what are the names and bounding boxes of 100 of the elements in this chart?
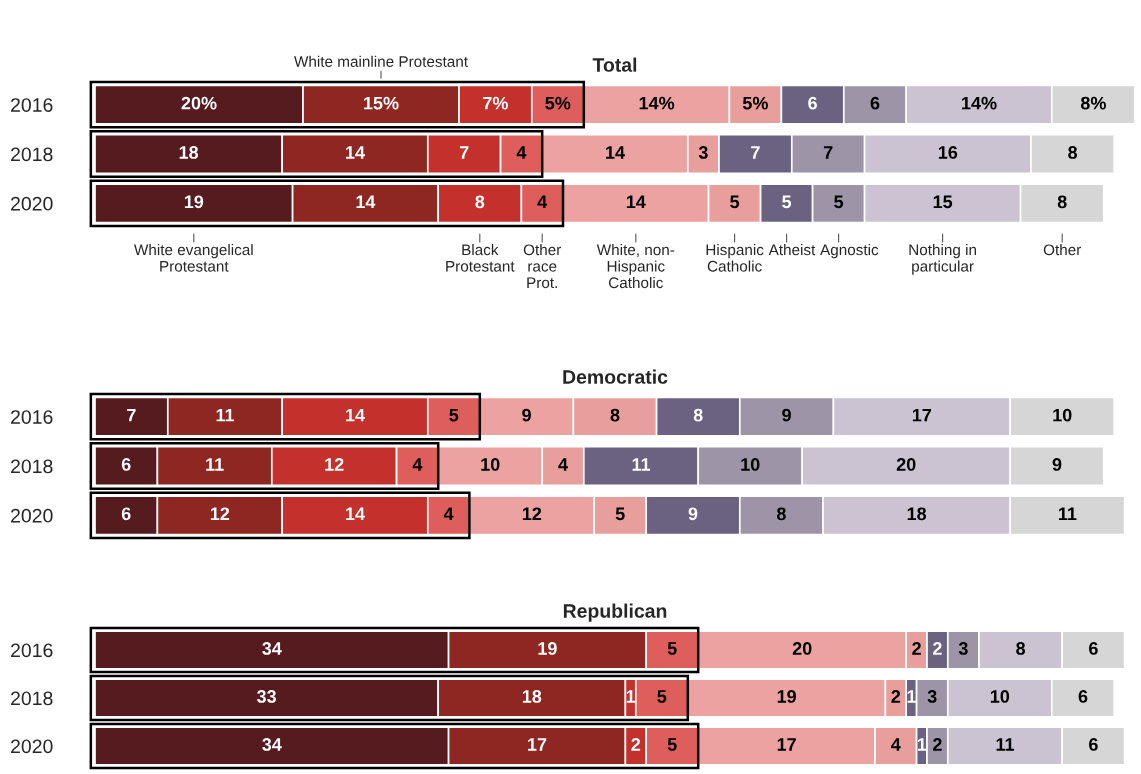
data-label: 7 <box>823 146 833 159</box>
data-label: 12 <box>210 507 230 520</box>
data-label: 8 <box>610 408 620 422</box>
data-label: 3 <box>698 146 708 159</box>
series-label: Agnostic <box>820 244 879 259</box>
data-label: 34 <box>262 642 282 655</box>
y-tick-label: 2016 <box>11 98 53 112</box>
data-label: 15% <box>364 96 399 110</box>
data-label: 8 <box>1057 195 1067 209</box>
data-label: 10 <box>990 690 1010 703</box>
data-label: 2 <box>933 738 942 751</box>
data-label: 10 <box>741 458 760 471</box>
data-label: 6 <box>1078 690 1088 703</box>
data-label: 11 <box>206 458 224 471</box>
data-label: 6 <box>121 507 131 521</box>
data-label: 18 <box>907 507 927 521</box>
data-label: 20 <box>792 642 812 655</box>
data-label: 5 <box>615 507 625 521</box>
data-label: 8 <box>1068 146 1078 159</box>
data-label: 19 <box>184 195 204 209</box>
data-label: 5% <box>545 96 571 110</box>
data-label: 5 <box>667 642 677 655</box>
data-label: 20% <box>181 96 217 110</box>
data-label: 33 <box>256 690 276 703</box>
y-tick-label: 2018 <box>11 459 53 474</box>
data-label: 17 <box>777 738 796 751</box>
data-label: 19 <box>538 642 557 655</box>
data-label: 14% <box>639 96 675 110</box>
y-tick-label: 2016 <box>11 410 53 424</box>
data-label: 8% <box>1080 96 1106 110</box>
data-label: 10 <box>1053 408 1072 422</box>
data-label: 7 <box>459 146 469 159</box>
data-label: 6 <box>808 96 817 110</box>
data-label: 14 <box>356 195 376 208</box>
data-label: 9 <box>688 507 698 521</box>
series-label: Atheist <box>768 244 816 256</box>
data-label: 2 <box>631 738 641 751</box>
data-label: 16 <box>938 146 958 159</box>
data-label: 4 <box>516 146 527 159</box>
chart-title: Republican <box>563 603 667 622</box>
data-label: 2 <box>891 690 901 703</box>
y-tick-label: 2018 <box>11 147 53 162</box>
series-label: Hispanic Catholic <box>706 244 764 272</box>
data-label: 11 <box>216 408 235 422</box>
series-label: Black Protestant <box>446 244 515 272</box>
series-label: White, non- Hispanic Catholic <box>596 244 675 289</box>
y-tick-label: 2020 <box>11 196 53 211</box>
data-label: 2 <box>933 642 942 655</box>
data-label: 11 <box>632 458 651 471</box>
data-label: 6 <box>121 458 131 471</box>
data-label: 8 <box>693 408 703 422</box>
data-label: 5 <box>667 738 677 751</box>
chart-title: Total <box>592 57 637 72</box>
data-label: 17 <box>912 408 932 422</box>
data-label: 8 <box>776 507 786 521</box>
data-label: 15 <box>933 195 953 209</box>
data-label: 9 <box>522 408 531 422</box>
data-label: 7 <box>127 408 136 422</box>
chart-title: Democratic <box>563 369 668 384</box>
data-label: 4 <box>443 507 454 520</box>
data-label: 1 <box>626 690 636 703</box>
data-label: 6 <box>1089 738 1098 751</box>
data-label: 1 <box>907 690 916 703</box>
data-label: 5 <box>657 690 667 703</box>
y-tick-label: 2020 <box>11 739 53 754</box>
data-label: 4 <box>891 738 901 751</box>
data-label: 18 <box>522 690 542 703</box>
y-tick-label: 2016 <box>11 643 53 658</box>
data-label: 5 <box>730 195 740 209</box>
data-label: 14 <box>346 146 365 159</box>
data-label: 17 <box>528 738 547 751</box>
data-label: 5% <box>742 96 768 110</box>
data-label: 5 <box>449 408 459 422</box>
data-label: 6 <box>870 96 880 110</box>
data-label: 6 <box>1089 642 1098 655</box>
data-label: 3 <box>958 642 968 655</box>
data-label: 8 <box>475 195 485 209</box>
data-label: 1 <box>917 738 927 751</box>
data-label: 11 <box>1058 507 1077 520</box>
data-label: 34 <box>262 738 282 751</box>
y-tick-label: 2020 <box>11 508 53 523</box>
data-label: 5 <box>834 195 844 209</box>
data-label: 14 <box>346 408 365 422</box>
data-label: 14 <box>626 195 646 208</box>
series-label: White evangelical Protestant <box>134 244 253 272</box>
data-label: 9 <box>782 408 791 422</box>
data-label: 11 <box>996 738 1015 751</box>
data-label: 10 <box>481 458 500 471</box>
data-label: 2 <box>912 642 921 655</box>
data-label: 12 <box>522 507 542 520</box>
data-label: 4 <box>412 458 423 471</box>
data-label: 9 <box>1052 458 1062 471</box>
data-label: 5 <box>782 195 792 209</box>
data-label: 4 <box>558 458 568 471</box>
data-label: 7% <box>483 96 508 110</box>
series-label: Nothing in particular <box>909 244 977 275</box>
data-label: 14% <box>962 96 997 110</box>
data-label: 3 <box>927 690 937 703</box>
data-label: 4 <box>537 195 548 208</box>
series-label: White mainline Protestant <box>294 55 468 67</box>
